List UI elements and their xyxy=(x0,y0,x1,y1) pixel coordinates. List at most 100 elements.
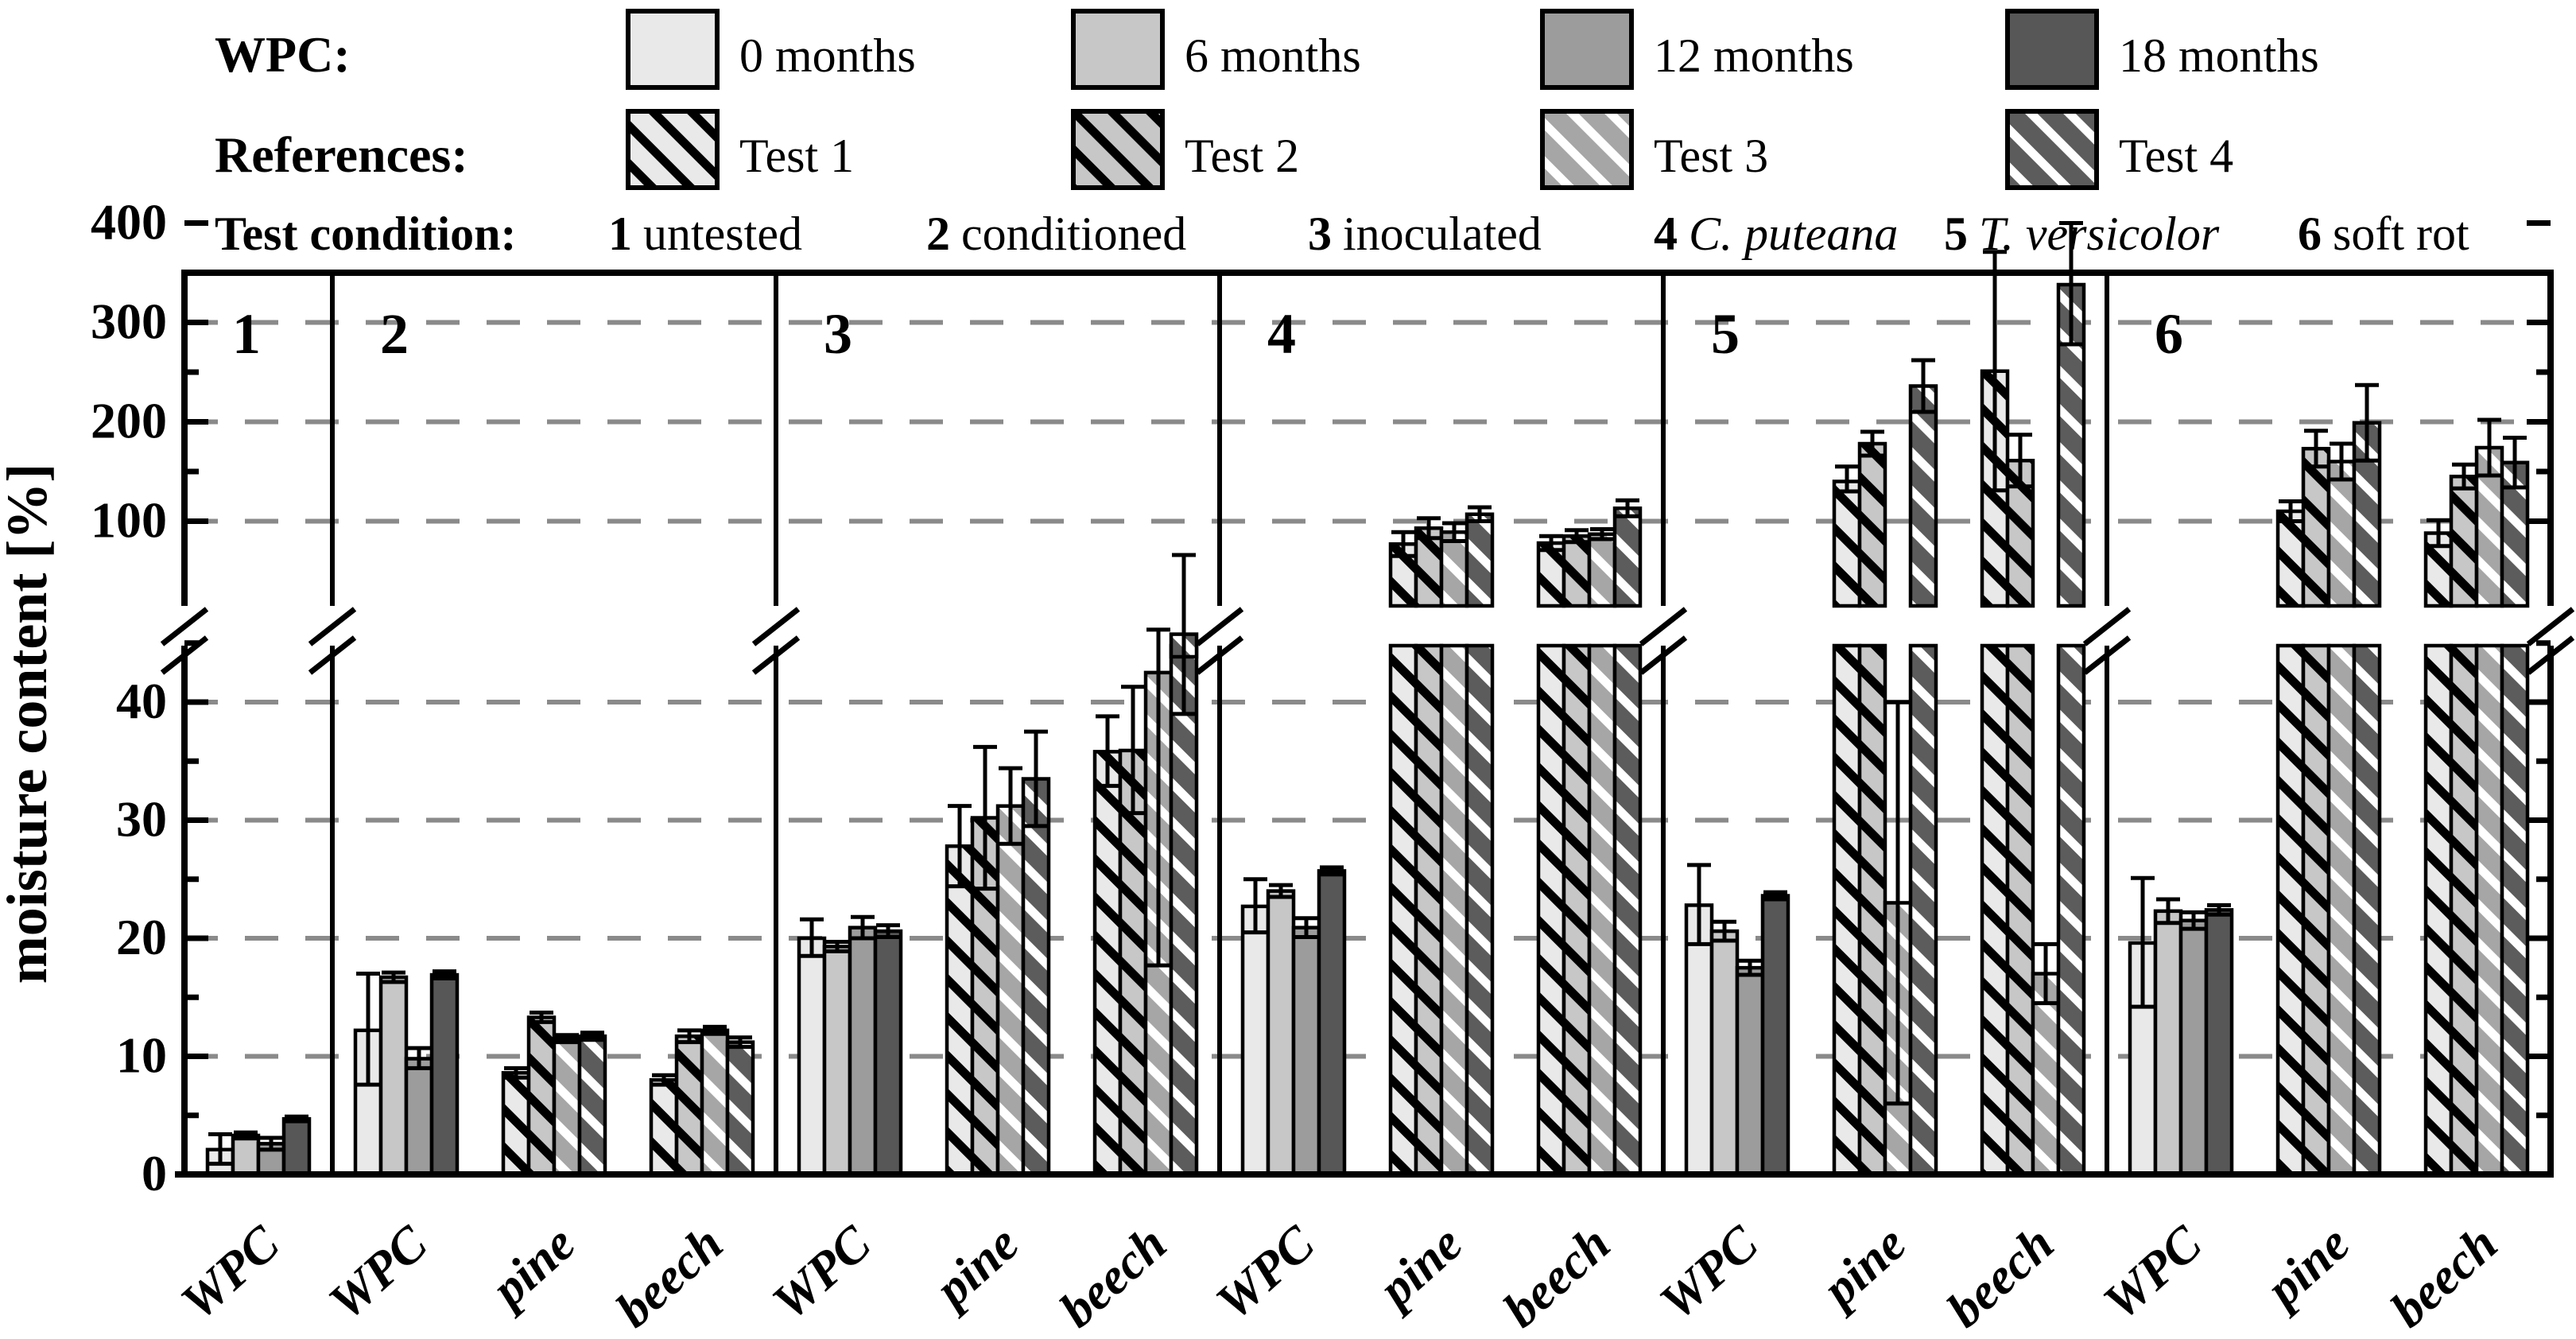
break-slash-1 xyxy=(160,607,209,646)
x-axis-label-pine: pine xyxy=(2252,1215,2361,1320)
break-slash-2 xyxy=(1639,635,1688,675)
error-bar xyxy=(1320,865,1344,877)
condition-number: 6 xyxy=(2298,208,2322,260)
error-bar xyxy=(973,744,997,891)
bar-18-months xyxy=(2204,908,2234,1177)
bar-Test-4-lower xyxy=(2500,643,2530,1177)
error-bar xyxy=(2279,499,2302,523)
bar-Test-1 xyxy=(1092,750,1123,1177)
x-axis-label-beech: beech xyxy=(1492,1215,1620,1338)
error-bar xyxy=(1024,729,1048,829)
break-slash-2 xyxy=(2082,635,2132,675)
y-tick-label: 10 xyxy=(116,1027,167,1084)
panel-number: 6 xyxy=(2155,302,2183,366)
bar-Test-4-lower xyxy=(1169,643,1199,1177)
condition-item-2: 2 conditioned xyxy=(926,208,1186,260)
bar-Test-2 xyxy=(674,1034,704,1177)
panel-1 xyxy=(205,1114,312,1177)
legend-label: 18 months xyxy=(2119,29,2319,82)
error-bar xyxy=(234,1130,258,1141)
bar-group-beech xyxy=(1536,498,1643,1177)
x-axis-label-beech: beech xyxy=(1936,1215,2064,1338)
bar-Test-2-upper xyxy=(2449,475,2479,608)
ticks xyxy=(184,220,2551,1178)
bar-Test-1-lower xyxy=(1388,643,1418,1177)
bar-12-months xyxy=(1735,965,1765,1177)
bar-Test-1-upper xyxy=(1832,479,1862,608)
x-axis-label-pine: pine xyxy=(1809,1215,1917,1320)
x-axis-label-pine: pine xyxy=(1365,1215,1473,1320)
x-axis-label-beech: beech xyxy=(605,1215,733,1338)
bar-group-WPC xyxy=(205,1114,312,1177)
bar-group-WPC xyxy=(353,969,460,1177)
error-bar xyxy=(1121,685,1145,816)
condition-name: T. versicolor xyxy=(1979,208,2220,260)
panel-number: 3 xyxy=(824,302,852,366)
bar-Test-1-upper xyxy=(2275,509,2306,608)
error-bar xyxy=(1763,890,1787,902)
error-bar xyxy=(1565,528,1589,545)
error-bar xyxy=(999,766,1022,846)
x-axis-label-beech: beech xyxy=(2380,1215,2508,1338)
panel-5 xyxy=(1684,221,2086,1177)
bar-Test-2 xyxy=(526,1015,557,1177)
error-bar xyxy=(677,1028,701,1045)
legend-label: Test 4 xyxy=(2119,130,2233,182)
condition-item-1: 1 untested xyxy=(608,208,802,260)
panel-number: 2 xyxy=(380,302,409,366)
bar-Test-2-lower xyxy=(1414,643,1444,1177)
legend-swatch-6-months xyxy=(1071,9,1165,90)
break-slash-1 xyxy=(308,607,357,646)
error-bar xyxy=(1616,498,1639,518)
error-bar xyxy=(1146,627,1170,968)
bar-Test-4-lower xyxy=(1612,643,1643,1177)
error-bar xyxy=(2452,462,2476,491)
bar-Test-1-lower xyxy=(2423,643,2454,1177)
condition-name: conditioned xyxy=(961,208,1186,260)
bar-Test-3 xyxy=(700,1028,730,1177)
condition-name: C. puteana xyxy=(1689,208,1898,260)
bar-6-months xyxy=(1266,889,1296,1177)
condition-name: inoculated xyxy=(1343,208,1542,260)
bar-Test-1-lower xyxy=(1536,643,1566,1177)
condition-name: soft rot xyxy=(2333,208,2469,260)
bar-Test-3-lower xyxy=(2474,643,2504,1177)
break-slash-1 xyxy=(751,607,801,646)
error-bar xyxy=(1860,429,1884,458)
error-bar xyxy=(2330,441,2353,482)
condition-name: untested xyxy=(643,208,802,260)
bar-group-pine xyxy=(945,729,1051,1177)
bar-Test-4 xyxy=(577,1034,607,1177)
y-tick-label: 30 xyxy=(116,791,167,848)
bar-Test-3-lower xyxy=(1587,643,1617,1177)
error-bar xyxy=(580,1030,604,1042)
bar-6-months xyxy=(822,945,852,1177)
y-tick-label: 400 xyxy=(91,194,167,250)
error-bar xyxy=(1096,714,1119,788)
legend-swatch-Test-4 xyxy=(2005,109,2099,190)
x-axis-label-WPC: WPC xyxy=(170,1214,291,1330)
x-axis-label-WPC: WPC xyxy=(318,1214,439,1330)
bar-Test-4-lower xyxy=(2352,643,2382,1177)
x-axis-label-pine: pine xyxy=(921,1215,1030,1320)
bar-group-beech xyxy=(2423,417,2530,1177)
bar-Test-4-upper xyxy=(1908,384,1938,608)
error-bar xyxy=(433,969,456,980)
y-tick-label: 20 xyxy=(116,909,167,965)
error-bar xyxy=(1539,534,1563,553)
panel-3 xyxy=(797,553,1199,1177)
condition-number: 5 xyxy=(1944,208,1968,260)
y-tick-label: 0 xyxy=(142,1145,167,1201)
bar-Test-4-lower xyxy=(2056,643,2086,1177)
bar-Test-2-lower xyxy=(2449,643,2479,1177)
bar-Test-2-upper xyxy=(1562,534,1592,608)
error-bar xyxy=(1983,250,2007,493)
legend-label: 6 months xyxy=(1185,29,1361,82)
error-bar xyxy=(2503,436,2527,490)
error-bar xyxy=(2477,417,2501,478)
error-bar xyxy=(2182,910,2206,931)
tick-labels: 0 10 20 30 40 100 200 300 400 xyxy=(91,194,167,1202)
legend-label: 0 months xyxy=(739,29,916,82)
error-bar xyxy=(1417,516,1441,541)
